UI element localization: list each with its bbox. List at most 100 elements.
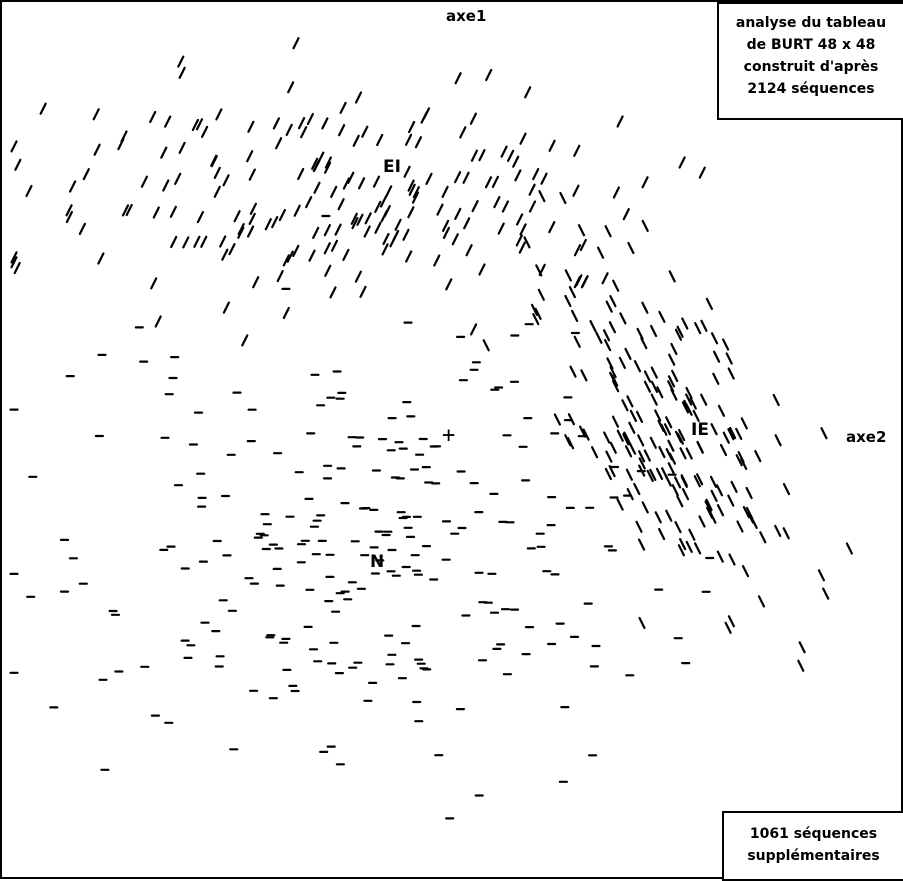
data-point-ie	[649, 436, 657, 449]
data-point-ei	[219, 235, 227, 248]
data-point-ei	[465, 244, 473, 257]
data-point-ie	[725, 352, 733, 365]
data-point-ei	[581, 275, 589, 288]
data-point-ei	[264, 218, 272, 231]
data-point-ei	[222, 174, 230, 187]
data-point-ie	[757, 595, 766, 608]
data-point-ei	[249, 202, 257, 215]
info-line: supplémentaires	[747, 848, 880, 864]
data-point-ei	[152, 206, 160, 219]
data-point-ei	[191, 118, 199, 132]
data-point-ei	[500, 145, 508, 158]
data-point-ie	[534, 307, 542, 320]
data-point-ei	[286, 250, 294, 263]
data-point-ie	[619, 312, 627, 325]
data-point-ie	[741, 564, 750, 578]
data-point-ei	[338, 124, 346, 137]
data-point-ei	[485, 68, 493, 82]
data-point-ie	[685, 386, 693, 400]
data-point-ei	[313, 181, 321, 194]
data-point-ie	[700, 319, 708, 332]
data-point-ie	[709, 475, 718, 488]
data-point-ie	[641, 219, 649, 232]
data-point-ie	[715, 484, 724, 497]
data-point-ie	[721, 338, 730, 351]
data-point-ei	[407, 206, 415, 219]
data-point-ei	[411, 191, 420, 204]
data-point-ei	[200, 235, 208, 248]
data-point-ei	[233, 210, 241, 223]
data-point-ie	[656, 386, 664, 399]
data-point-ie	[665, 509, 673, 522]
data-point-ei	[222, 301, 230, 314]
data-point-ei	[125, 203, 133, 217]
data-point-ie	[637, 538, 646, 551]
data-point-ie	[774, 434, 782, 447]
data-point-ie	[609, 371, 617, 384]
data-point-ei	[252, 276, 260, 289]
data-point-ei	[501, 200, 509, 213]
data-point-ei	[308, 249, 316, 262]
data-point-ei	[408, 120, 416, 134]
data-point-ei	[352, 134, 360, 147]
data-point-ie	[569, 365, 577, 378]
data-point-ie	[611, 415, 620, 428]
data-point-ei	[330, 239, 339, 252]
data-point-ie	[637, 434, 645, 447]
data-point-ie	[605, 450, 613, 463]
data-point-ei	[241, 334, 249, 347]
data-point-ie	[710, 489, 718, 502]
data-point-ei	[374, 221, 382, 234]
data-point-ei	[65, 204, 73, 217]
data-point-ie	[658, 310, 666, 323]
info-line: de BURT 48 x 48	[746, 37, 876, 53]
data-point-ei	[300, 125, 308, 139]
data-point-ei	[287, 81, 295, 94]
data-point-ei	[221, 248, 229, 261]
data-point-ei	[140, 175, 148, 188]
data-point-ie	[577, 224, 586, 237]
data-point-ei	[324, 264, 332, 277]
data-point-ie	[553, 413, 562, 426]
data-point-ei	[528, 183, 536, 196]
data-point-ei	[454, 207, 462, 220]
data-point-ei	[323, 242, 331, 255]
data-point-ie	[689, 397, 697, 410]
data-point-ie	[625, 468, 634, 481]
data-point-ie	[674, 520, 682, 534]
data-point-ei	[182, 236, 190, 249]
data-point-ei	[364, 212, 372, 225]
data-point-ie	[693, 542, 702, 555]
data-point-ei	[246, 150, 254, 163]
data-point-ie	[750, 516, 758, 530]
cluster-label-ie: IE	[691, 420, 709, 440]
data-point-ie	[604, 467, 613, 481]
data-point-ie	[564, 269, 572, 282]
data-point-ei	[408, 183, 416, 196]
info-line: analyse du tableau	[735, 15, 887, 31]
data-point-ei	[519, 132, 527, 145]
data-point-ie	[568, 286, 577, 299]
data-point-ie	[605, 300, 613, 313]
data-point-ei	[442, 226, 450, 239]
data-point-ie	[735, 454, 743, 467]
data-point-ei	[433, 254, 441, 267]
data-point-ie	[772, 393, 780, 407]
cluster-label-ei: EI	[383, 157, 401, 177]
info-line: 1061 séquences	[749, 826, 878, 842]
data-point-ie	[668, 353, 676, 366]
data-point-ei	[278, 208, 286, 222]
data-point-ei	[329, 286, 337, 299]
data-point-ie	[590, 446, 599, 459]
data-point-ie	[782, 527, 790, 540]
data-point-ie	[685, 403, 693, 416]
data-point-ie	[695, 473, 704, 486]
data-point-ie	[680, 474, 688, 487]
data-point-ie	[700, 393, 708, 406]
data-point-ie	[570, 309, 579, 322]
data-point-ie	[717, 404, 726, 417]
data-point-ei	[484, 176, 493, 189]
data-point-ei	[359, 285, 367, 298]
data-point-ei	[454, 72, 462, 85]
data-point-ie	[845, 542, 854, 555]
